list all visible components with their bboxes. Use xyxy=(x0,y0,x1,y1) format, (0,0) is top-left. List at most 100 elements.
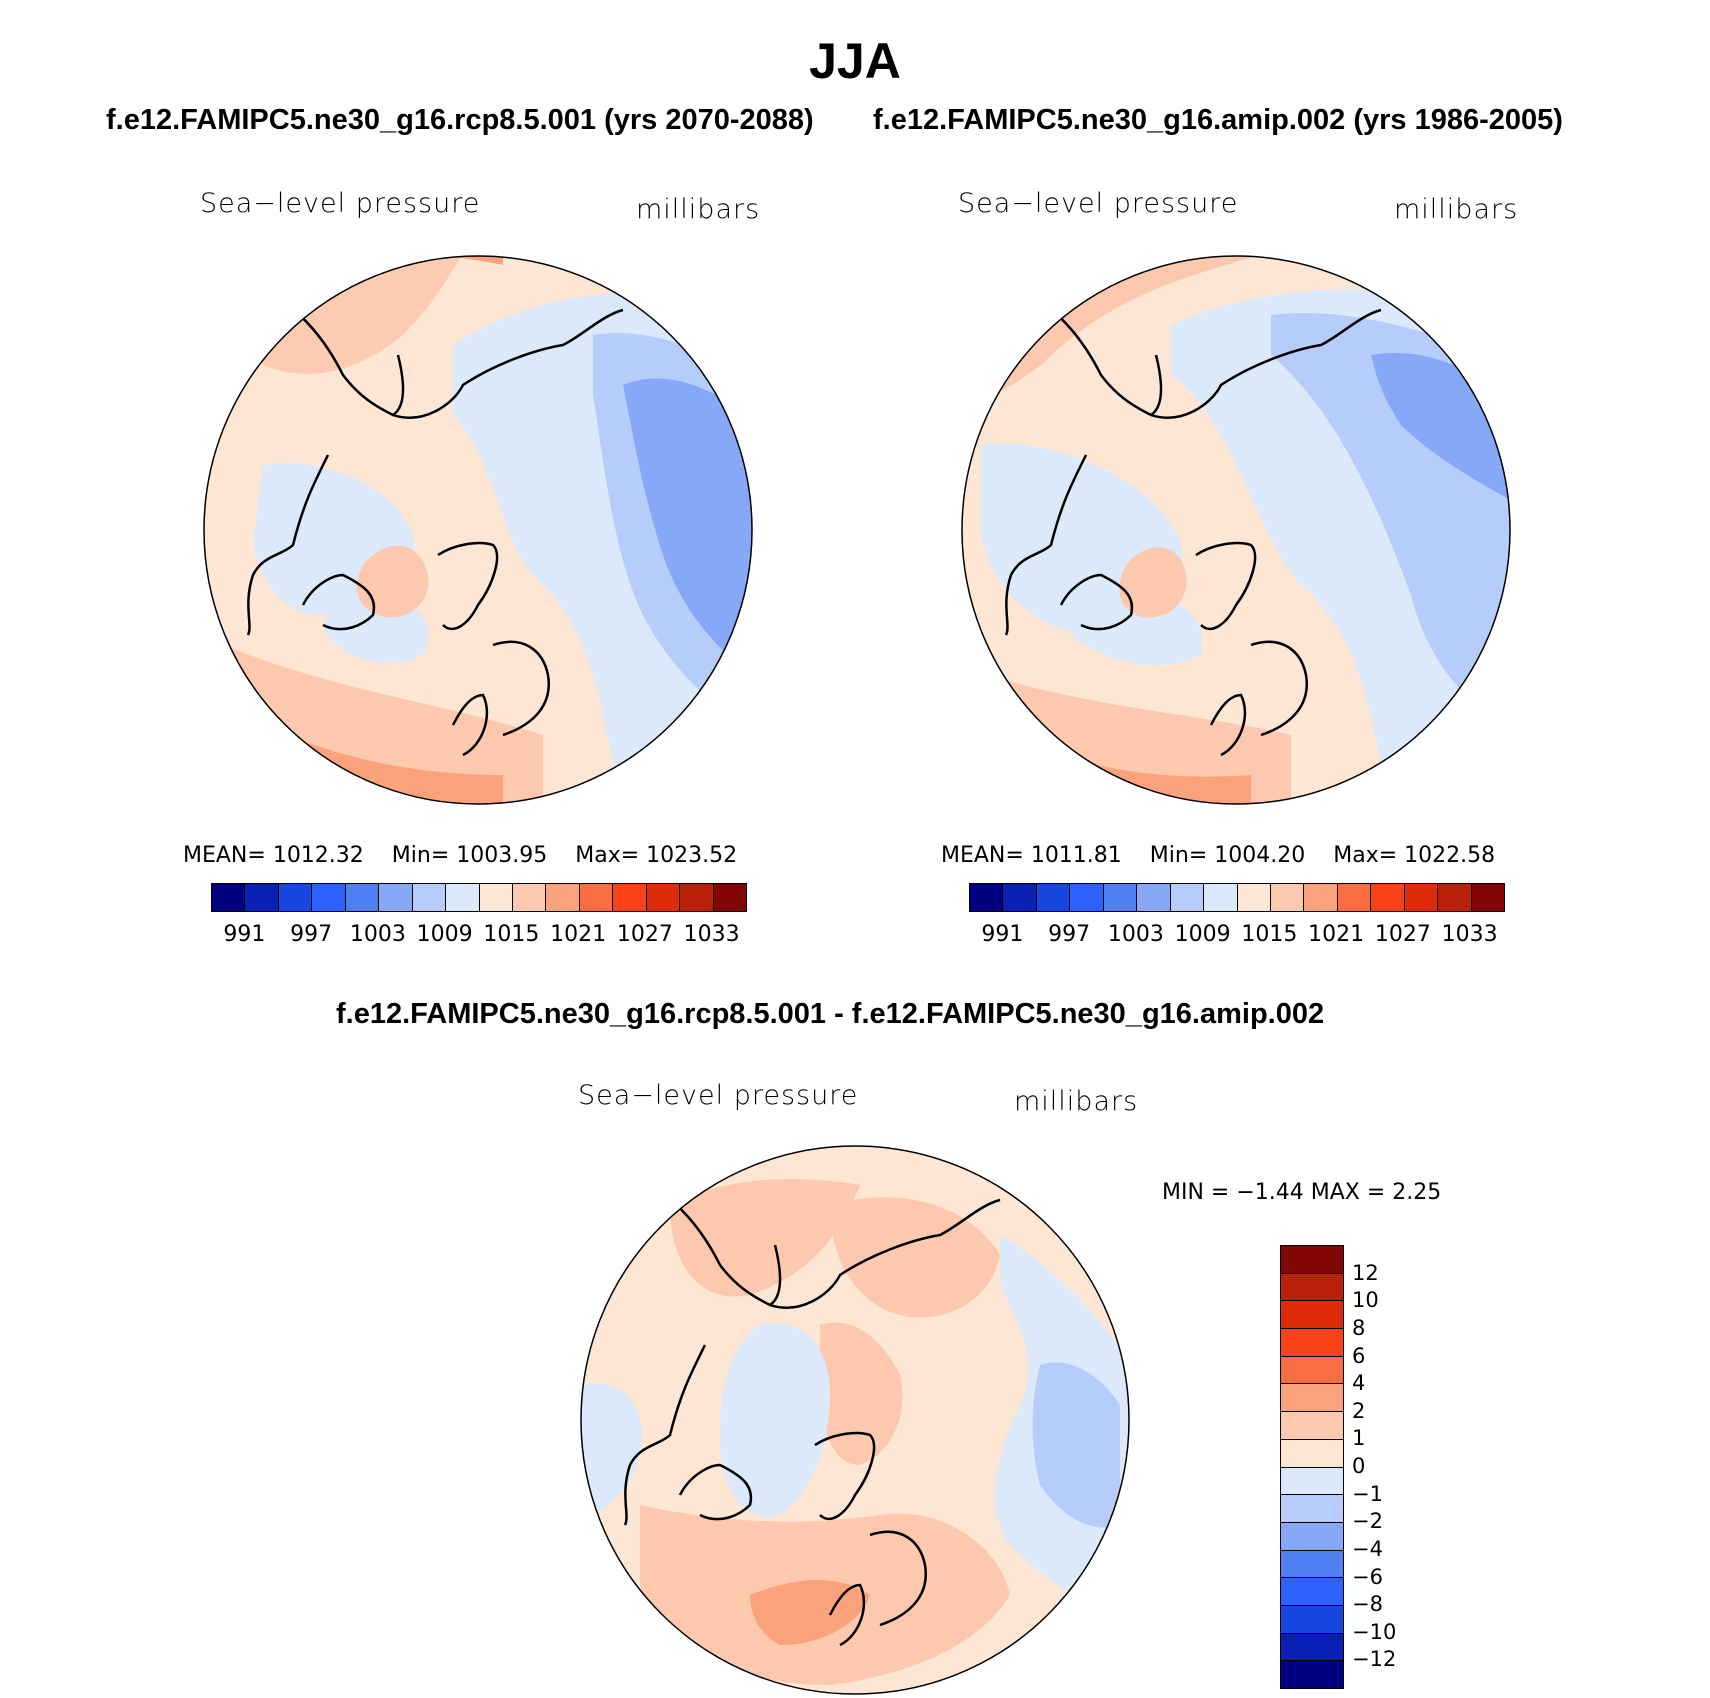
subtitle-diff: f.e12.FAMIPC5.ne30_g16.rcp8.5.001 - f.e1… xyxy=(336,998,1325,1030)
colorbar-swatch xyxy=(1281,1661,1343,1688)
map-rcp-low-asia-core xyxy=(623,378,752,685)
colorbar-tick-label: 997 xyxy=(1048,922,1091,947)
colorbar-rcp xyxy=(211,883,747,912)
colorbar-swatch xyxy=(1170,884,1205,911)
colorbar-tick-label: −6 xyxy=(1352,1564,1383,1589)
colorbar-swatch xyxy=(1270,884,1305,911)
colorbar-diff xyxy=(1280,1245,1344,1689)
colorbar-swatch xyxy=(1003,884,1037,911)
colorbar-tick-label: 6 xyxy=(1352,1343,1366,1368)
colorbar-swatch xyxy=(1137,884,1171,911)
colorbar-swatch xyxy=(680,884,714,911)
colorbar-swatch xyxy=(312,884,346,911)
colorbar-swatch xyxy=(379,884,413,911)
colorbar-tick-label: 1 xyxy=(1352,1426,1366,1451)
colorbar-swatch xyxy=(278,884,313,911)
colorbar-tick-label: 12 xyxy=(1352,1260,1379,1285)
map-diff-high-atlantic-core xyxy=(750,1580,870,1645)
map-diff xyxy=(580,1145,1130,1695)
colorbar-amip-labels: 991 997 1003 1009 1015 1021 1027 1033 xyxy=(969,922,1503,948)
colorbar-tick-label: 1009 xyxy=(1174,922,1231,947)
panel-diff-variable: Sea−level pressure xyxy=(578,1080,859,1111)
map-amip-coastlines xyxy=(1004,293,1382,757)
colorbar-tick-label: 1003 xyxy=(349,922,406,947)
map-amip xyxy=(961,255,1511,805)
colorbar-amip xyxy=(969,883,1505,912)
colorbar-swatch xyxy=(212,884,246,911)
subtitle-rcp: f.e12.FAMIPC5.ne30_g16.rcp8.5.001 (yrs 2… xyxy=(106,104,814,136)
map-rcp-border xyxy=(203,255,753,805)
map-rcp xyxy=(203,255,753,805)
panel-diff-minmax: MIN = −1.44 MAX = 2.25 xyxy=(1162,1180,1442,1205)
colorbar-swatch xyxy=(579,884,614,911)
colorbar-tick-label: 1033 xyxy=(683,922,740,947)
colorbar-tick-label: −4 xyxy=(1352,1536,1383,1561)
colorbar-swatch xyxy=(1070,884,1104,911)
colorbar-tick-label: 2 xyxy=(1352,1398,1366,1423)
colorbar-tick-label: 1021 xyxy=(1308,922,1365,947)
map-diff-high-bering xyxy=(670,1179,860,1297)
colorbar-swatch xyxy=(245,884,279,911)
colorbar-tick-label: 8 xyxy=(1352,1315,1366,1340)
colorbar-swatch xyxy=(1281,1273,1343,1302)
colorbar-swatch xyxy=(1337,884,1372,911)
colorbar-swatch xyxy=(713,884,746,911)
colorbar-swatch xyxy=(1281,1605,1343,1634)
panel-amip-max: Max= 1022.58 xyxy=(1333,843,1496,868)
colorbar-swatch xyxy=(1281,1356,1343,1385)
main-title: JJA xyxy=(809,33,901,89)
map-rcp-coastlines xyxy=(246,293,624,757)
colorbar-swatch xyxy=(1281,1246,1343,1274)
colorbar-tick-label: 1015 xyxy=(483,922,540,947)
colorbar-swatch xyxy=(1281,1550,1343,1579)
colorbar-swatch xyxy=(613,884,647,911)
colorbar-tick-label: 1003 xyxy=(1107,922,1164,947)
map-rcp-high-greenland xyxy=(356,545,429,618)
colorbar-diff-labels: 12 10 8 6 4 2 1 0 −1 −2 −4 −6 −8 −10 −12 xyxy=(1352,1245,1432,1687)
map-diff-high-arctic xyxy=(820,1322,903,1465)
colorbar-swatch xyxy=(1404,884,1439,911)
panel-rcp-stats: MEAN= 1012.32 Min= 1003.95 Max= 1023.52 xyxy=(183,843,765,868)
colorbar-swatch xyxy=(970,884,1004,911)
colorbar-swatch xyxy=(345,884,380,911)
colorbar-rcp-labels: 991 997 1003 1009 1015 1021 1027 1033 xyxy=(211,922,745,948)
colorbar-swatch xyxy=(512,884,547,911)
panel-rcp-mean: MEAN= 1012.32 xyxy=(183,843,364,868)
map-diff-border xyxy=(580,1145,1130,1695)
colorbar-tick-label: 991 xyxy=(223,922,266,947)
panel-amip-variable: Sea−level pressure xyxy=(958,188,1239,219)
colorbar-tick-label: −8 xyxy=(1352,1592,1383,1617)
panel-amip-stats: MEAN= 1011.81 Min= 1004.20 Max= 1022.58 xyxy=(941,843,1523,868)
colorbar-swatch xyxy=(1036,884,1071,911)
colorbar-swatch xyxy=(1281,1522,1343,1551)
colorbar-tick-label: −10 xyxy=(1352,1619,1397,1644)
colorbar-swatch xyxy=(1471,884,1504,911)
colorbar-tick-label: 1027 xyxy=(1374,922,1431,947)
map-diff-low-asia-core xyxy=(1032,1362,1120,1528)
colorbar-tick-label: −2 xyxy=(1352,1509,1383,1534)
colorbar-swatch xyxy=(1371,884,1405,911)
colorbar-swatch xyxy=(1237,884,1271,911)
subtitle-amip: f.e12.FAMIPC5.ne30_g16.amip.002 (yrs 198… xyxy=(873,104,1563,136)
colorbar-swatch xyxy=(1103,884,1138,911)
colorbar-swatch xyxy=(446,884,480,911)
colorbar-swatch xyxy=(646,884,681,911)
colorbar-swatch xyxy=(546,884,580,911)
colorbar-tick-label: 991 xyxy=(981,922,1024,947)
colorbar-swatch xyxy=(1438,884,1472,911)
panel-amip-mean: MEAN= 1011.81 xyxy=(941,843,1122,868)
colorbar-tick-label: 1033 xyxy=(1441,922,1498,947)
panel-amip-units: millibars xyxy=(1394,194,1519,225)
colorbar-swatch xyxy=(1281,1633,1343,1662)
colorbar-swatch xyxy=(1281,1467,1343,1496)
colorbar-swatch xyxy=(479,884,513,911)
colorbar-swatch xyxy=(1304,884,1338,911)
panel-rcp-max: Max= 1023.52 xyxy=(575,843,738,868)
panel-rcp-units: millibars xyxy=(636,194,761,225)
colorbar-swatch xyxy=(1281,1578,1343,1606)
map-amip-border xyxy=(961,255,1511,805)
map-diff-high-siberia xyxy=(830,1197,1000,1318)
colorbar-tick-label: 0 xyxy=(1352,1454,1366,1478)
colorbar-tick-label: 10 xyxy=(1352,1288,1379,1313)
map-amip-high-greenland xyxy=(1119,547,1187,618)
